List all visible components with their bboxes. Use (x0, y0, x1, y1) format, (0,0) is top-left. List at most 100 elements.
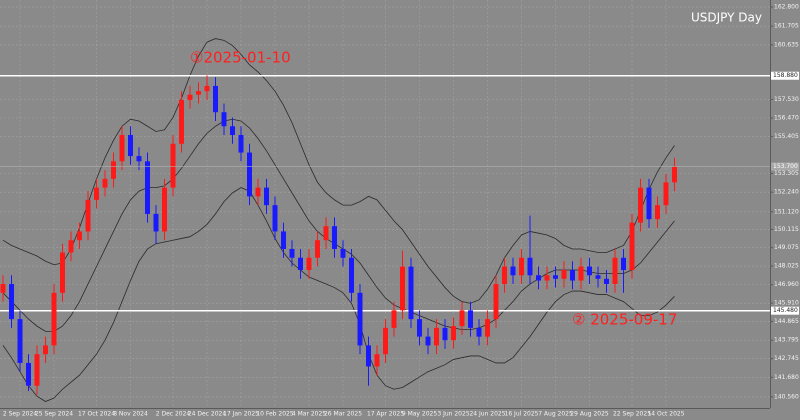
candle-body (60, 252, 65, 293)
candle-body (391, 310, 397, 328)
candle-body (51, 292, 57, 346)
candle-body (544, 275, 550, 281)
candle-body (306, 257, 312, 271)
y-tick-label: 160.635 (774, 41, 799, 48)
candle-body (102, 178, 108, 188)
y-tick-label: 149.075 (774, 244, 799, 251)
x-tick-label: 16 Jul 2025 (505, 411, 539, 418)
x-tick-label: 7 Aug 2025 (538, 411, 573, 418)
candle-body (672, 166, 677, 183)
x-tick-label: 10 Feb 2025 (256, 411, 294, 418)
y-tick-label: 162.800 (774, 4, 799, 11)
candle-body (400, 266, 405, 311)
x-tick-label: 4 Mar 2025 (292, 411, 326, 418)
candle-body (332, 226, 337, 249)
x-tick-label: 3 Jun 2025 (437, 411, 469, 418)
candle-body (561, 270, 567, 279)
bollinger-lower (2, 187, 675, 402)
candle-body (536, 275, 541, 281)
price-label: 145.480 (773, 307, 798, 314)
x-tick-label: 2 Sep 2024 (3, 411, 37, 418)
candle-body (247, 152, 252, 197)
bollinger-middle (2, 118, 675, 332)
candle-body (43, 345, 48, 355)
x-tick-label: 25 Sep 2024 (35, 411, 73, 418)
x-tick-label: 24 Dec 2024 (188, 411, 227, 418)
candle-body (604, 278, 609, 285)
candle-body (0, 284, 6, 293)
candle-body (272, 205, 278, 232)
y-tick-label: 140.560 (774, 393, 799, 400)
y-tick-label: 143.795 (774, 337, 799, 344)
y-tick-label: 145.910 (774, 300, 799, 307)
annotation: ①2025-01-10 (190, 49, 291, 67)
candle-body (323, 226, 329, 241)
y-tick-label: 157.530 (774, 96, 799, 103)
candle-body (629, 222, 635, 271)
candle-body (204, 85, 210, 92)
x-tick-label: 17 Oct 2024 (78, 411, 115, 418)
candle-body (289, 248, 295, 258)
candle-body (646, 187, 652, 220)
y-tick-label: 146.960 (774, 281, 799, 288)
candle-body (595, 275, 601, 279)
candle-body (221, 112, 227, 127)
candle-body (655, 205, 660, 220)
price-box (771, 71, 799, 80)
candle-body (459, 310, 465, 327)
price-label: 158.880 (773, 72, 798, 79)
candle-body (621, 257, 626, 271)
candle-body (85, 199, 91, 232)
bollinger-upper (2, 38, 675, 304)
y-tick-label: 161.705 (774, 23, 799, 30)
candle-body (587, 266, 592, 276)
candle-body (238, 135, 244, 153)
candle-body (153, 213, 159, 232)
y-tick-label: 150.115 (774, 226, 799, 233)
candle-body (170, 143, 176, 188)
price-label: 153.700 (773, 163, 798, 170)
candle-body (612, 257, 618, 285)
price-box (771, 162, 799, 171)
price-box (771, 306, 799, 315)
candle-body (128, 135, 133, 157)
candle-body (502, 266, 507, 285)
candle-body (281, 231, 286, 249)
candle-body (434, 327, 439, 346)
x-tick-label: 29 Aug 2025 (570, 411, 609, 418)
candle-body (527, 257, 533, 276)
candle-body (9, 284, 14, 320)
candle-body (383, 327, 388, 355)
candle-body (357, 292, 363, 346)
candle-body (94, 187, 99, 200)
candle-body (553, 275, 558, 279)
candle-body (162, 187, 167, 232)
x-tick-label: 8 Nov 2024 (113, 411, 148, 418)
candle-body (187, 94, 193, 100)
candle-body (519, 257, 524, 276)
chart-title: USDJPY Day (691, 11, 762, 25)
x-tick-label: 22 Sep 2025 (613, 411, 651, 418)
x-tick-label: 17 Jan 2025 (223, 411, 259, 418)
y-tick-label: 153.305 (774, 170, 799, 177)
candle-body (17, 319, 23, 363)
candle-body (145, 161, 150, 214)
candle-body (638, 187, 643, 223)
y-tick-label: 151.120 (774, 208, 799, 215)
candle-body (485, 319, 490, 337)
x-tick-label: 24 Jun 2025 (469, 411, 505, 418)
y-tick-label: 141.680 (774, 374, 799, 381)
candle-body (570, 270, 575, 281)
candle-body (255, 187, 261, 197)
candle-body (34, 354, 40, 386)
y-tick-label: 148.025 (774, 263, 799, 270)
candle-body (196, 91, 201, 95)
candle-body (374, 354, 380, 367)
candle-body (468, 310, 473, 328)
candle-body (315, 240, 320, 258)
candle-body (340, 248, 346, 258)
candle-body (136, 156, 142, 162)
